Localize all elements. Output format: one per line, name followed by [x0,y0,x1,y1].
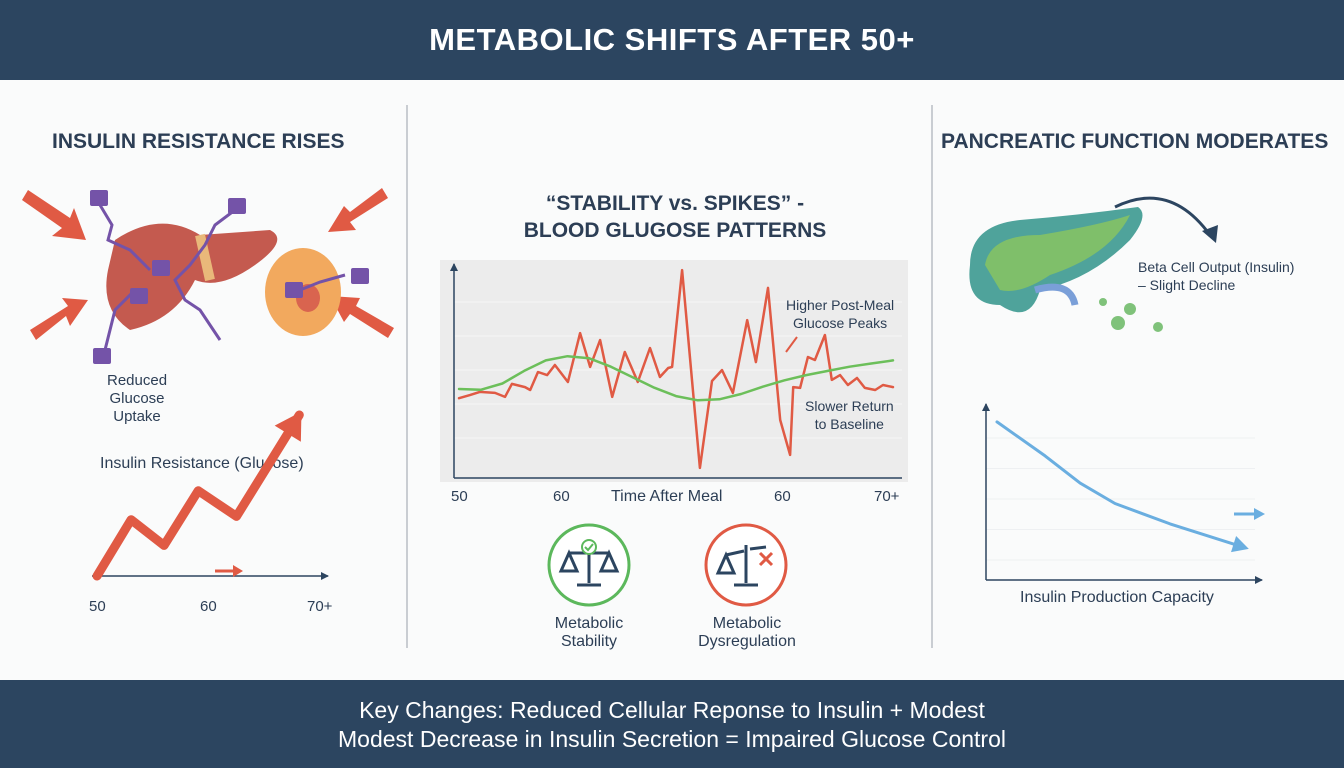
pancreas-icon [969,196,1218,332]
y-axis-arrow [450,263,458,271]
annotation-pointer [785,336,798,353]
reduced-glucose-uptake-label: Reduced Glucose Uptake [107,372,167,426]
page-title: METABOLIC SHIFTS AFTER 50+ [0,0,1344,80]
divider [931,105,933,648]
section-title-insulin-resistance: INSULIN RESISTANCE RISES [52,130,345,153]
small-arrow-head [1254,508,1265,520]
series-line-0 [995,420,1247,550]
x-tick: 70+ [874,488,900,505]
glucose-pattern-chart [440,260,908,482]
x-tick: 60 [200,598,217,615]
x-tick: 50 [451,488,468,505]
y-axis-arrow [982,403,990,411]
key-changes-footer: Key Changes: Reduced Cellular Reponse to… [0,680,1344,768]
label-line: Stability [560,633,618,650]
plot-background [440,260,908,482]
section-title-glucose-patterns: “STABILITY vs. SPIKES” - BLOOD GLUGOSE P… [430,190,920,244]
curved-arrow-icon [1114,196,1212,236]
x-axis-arrow [1255,576,1263,584]
label-line: Metabolic [554,615,624,632]
x-tick: 50 [89,598,106,615]
arrow-icon [22,188,394,340]
section-title-pancreatic-function: PANCREATIC FUNCTION MODERATES [941,130,1329,153]
label-line: Uptake [113,408,161,425]
label-line: Dysregulation [698,633,796,650]
x-axis-label: Insulin Production Capacity [1020,589,1214,606]
label-line: Reduced [107,372,168,389]
label-line: Beta Cell Output (Insulin) [1138,259,1295,275]
x-tick: 60 [553,488,570,505]
lock-icon [90,190,369,364]
label-line: to Baseline [814,416,884,432]
annotation-return: Slower Return to Baseline [805,397,894,433]
balanced-scale-check-icon [547,523,631,607]
label-line: Metabolic [712,615,782,632]
liver-icon [106,223,278,330]
broken-scale-x-icon [704,523,788,607]
annotation-peaks: Higher Post-Meal Glucose Peaks [786,296,894,332]
beta-cell-output-label: Beta Cell Output (Insulin) – Slight Decl… [1138,258,1294,294]
x-axis-label: Time After Meal [611,488,723,505]
series-arrowhead [274,411,302,442]
label-line: Slower Return [805,398,894,414]
small-arrow-head [233,565,243,577]
footer-line: Key Changes: Reduced Cellular Reponse to… [359,697,985,723]
insulin-production-chart [982,403,1265,584]
label-line: Higher Post-Meal [786,297,895,313]
series-line-0 [92,410,304,581]
x-tick: 60 [774,488,791,505]
liver-cell-illustration [22,188,394,364]
label-line: – Slight Decline [1138,277,1236,293]
label-line: Glucose [109,390,165,407]
divider [406,105,408,648]
title-line: BLOOD GLUGOSE PATTERNS [523,219,827,242]
insulin-resistance-chart [92,410,329,581]
title-line: “STABILITY vs. SPIKES” - [545,192,805,215]
insulin-resistance-series-label: Insulin Resistance (Glucose) [100,455,304,472]
footer-line: Modest Decrease in Insulin Secretion = I… [338,726,1006,752]
label-line: Glucose Peaks [792,315,888,331]
legend-metabolic-dysregulation: Metabolic Dysregulation [686,615,808,651]
legend-metabolic-stability: Metabolic Stability [535,615,643,651]
x-tick: 70+ [307,598,333,615]
x-axis-arrow [321,572,329,580]
series-arrowhead [1231,536,1249,553]
